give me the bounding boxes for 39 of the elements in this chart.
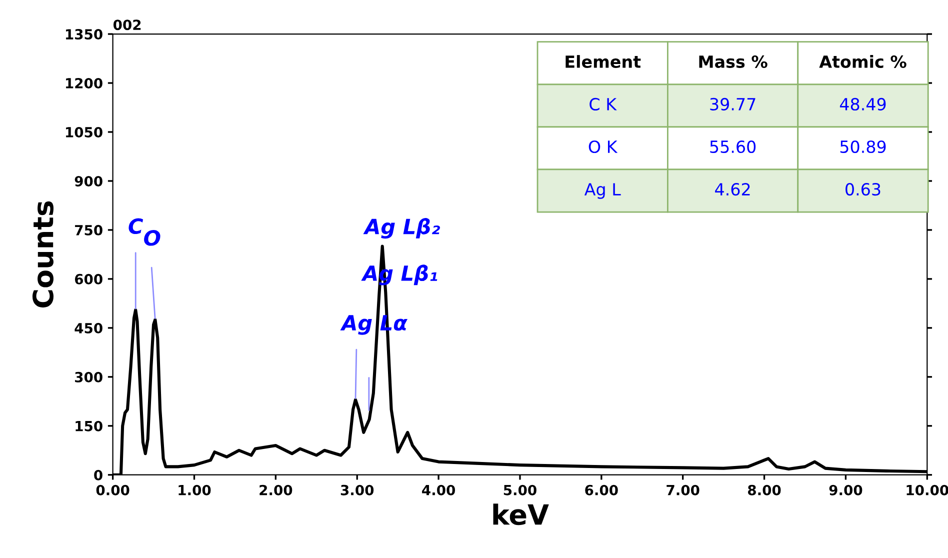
text: 0.63 <box>846 182 880 196</box>
y-tick-label: 300 <box>75 372 102 382</box>
x-tick-label: 6.00 <box>585 484 618 496</box>
category-label: Atomic % <box>819 55 906 68</box>
y-tick-label: 1200 <box>66 78 102 88</box>
text: 4.62 <box>715 182 750 196</box>
y-axis-title: Counts <box>32 201 54 308</box>
x-tick-label: 2.00 <box>260 484 292 496</box>
x-tick-label: 4.00 <box>422 484 456 496</box>
x-axis-title: keV <box>493 504 549 526</box>
x-tick-label: 9.00 <box>829 484 862 496</box>
x-tick-label: 10.00 <box>906 484 948 496</box>
x-tick-label: 5.00 <box>504 484 536 496</box>
text: Ag L <box>584 183 621 199</box>
text: 48.49 <box>840 98 886 111</box>
x-tick-label: 3.00 <box>340 484 374 496</box>
y-tick-label: 150 <box>76 420 102 432</box>
text: 39.77 <box>710 98 756 111</box>
x-tick-label: 7.00 <box>666 484 700 496</box>
text: C K <box>590 98 617 111</box>
text: O K <box>588 140 618 154</box>
x-tick-label: 1.00 <box>178 484 211 496</box>
chart-title: 002 <box>113 20 141 30</box>
category-label: Mass % <box>699 55 768 68</box>
annotation: Ag Lβ₂ <box>363 218 440 239</box>
annotation: C <box>128 218 144 234</box>
text: 50.89 <box>840 140 886 154</box>
x-tick-label: 8.00 <box>748 484 781 496</box>
y-tick-label: 750 <box>75 224 102 236</box>
y-tick-label: 600 <box>74 274 102 284</box>
y-tick-label: 450 <box>74 322 102 334</box>
y-tick-label: 900 <box>74 176 102 186</box>
y-tick-label: 0 <box>94 470 102 480</box>
text: 55.60 <box>710 140 756 154</box>
y-tick-label: 1350 <box>66 29 102 40</box>
annotation: O <box>144 230 160 246</box>
category-label: Element <box>566 55 641 68</box>
x-tick-label: 0.00 <box>96 484 130 496</box>
y-tick-label: 1050 <box>66 126 102 138</box>
